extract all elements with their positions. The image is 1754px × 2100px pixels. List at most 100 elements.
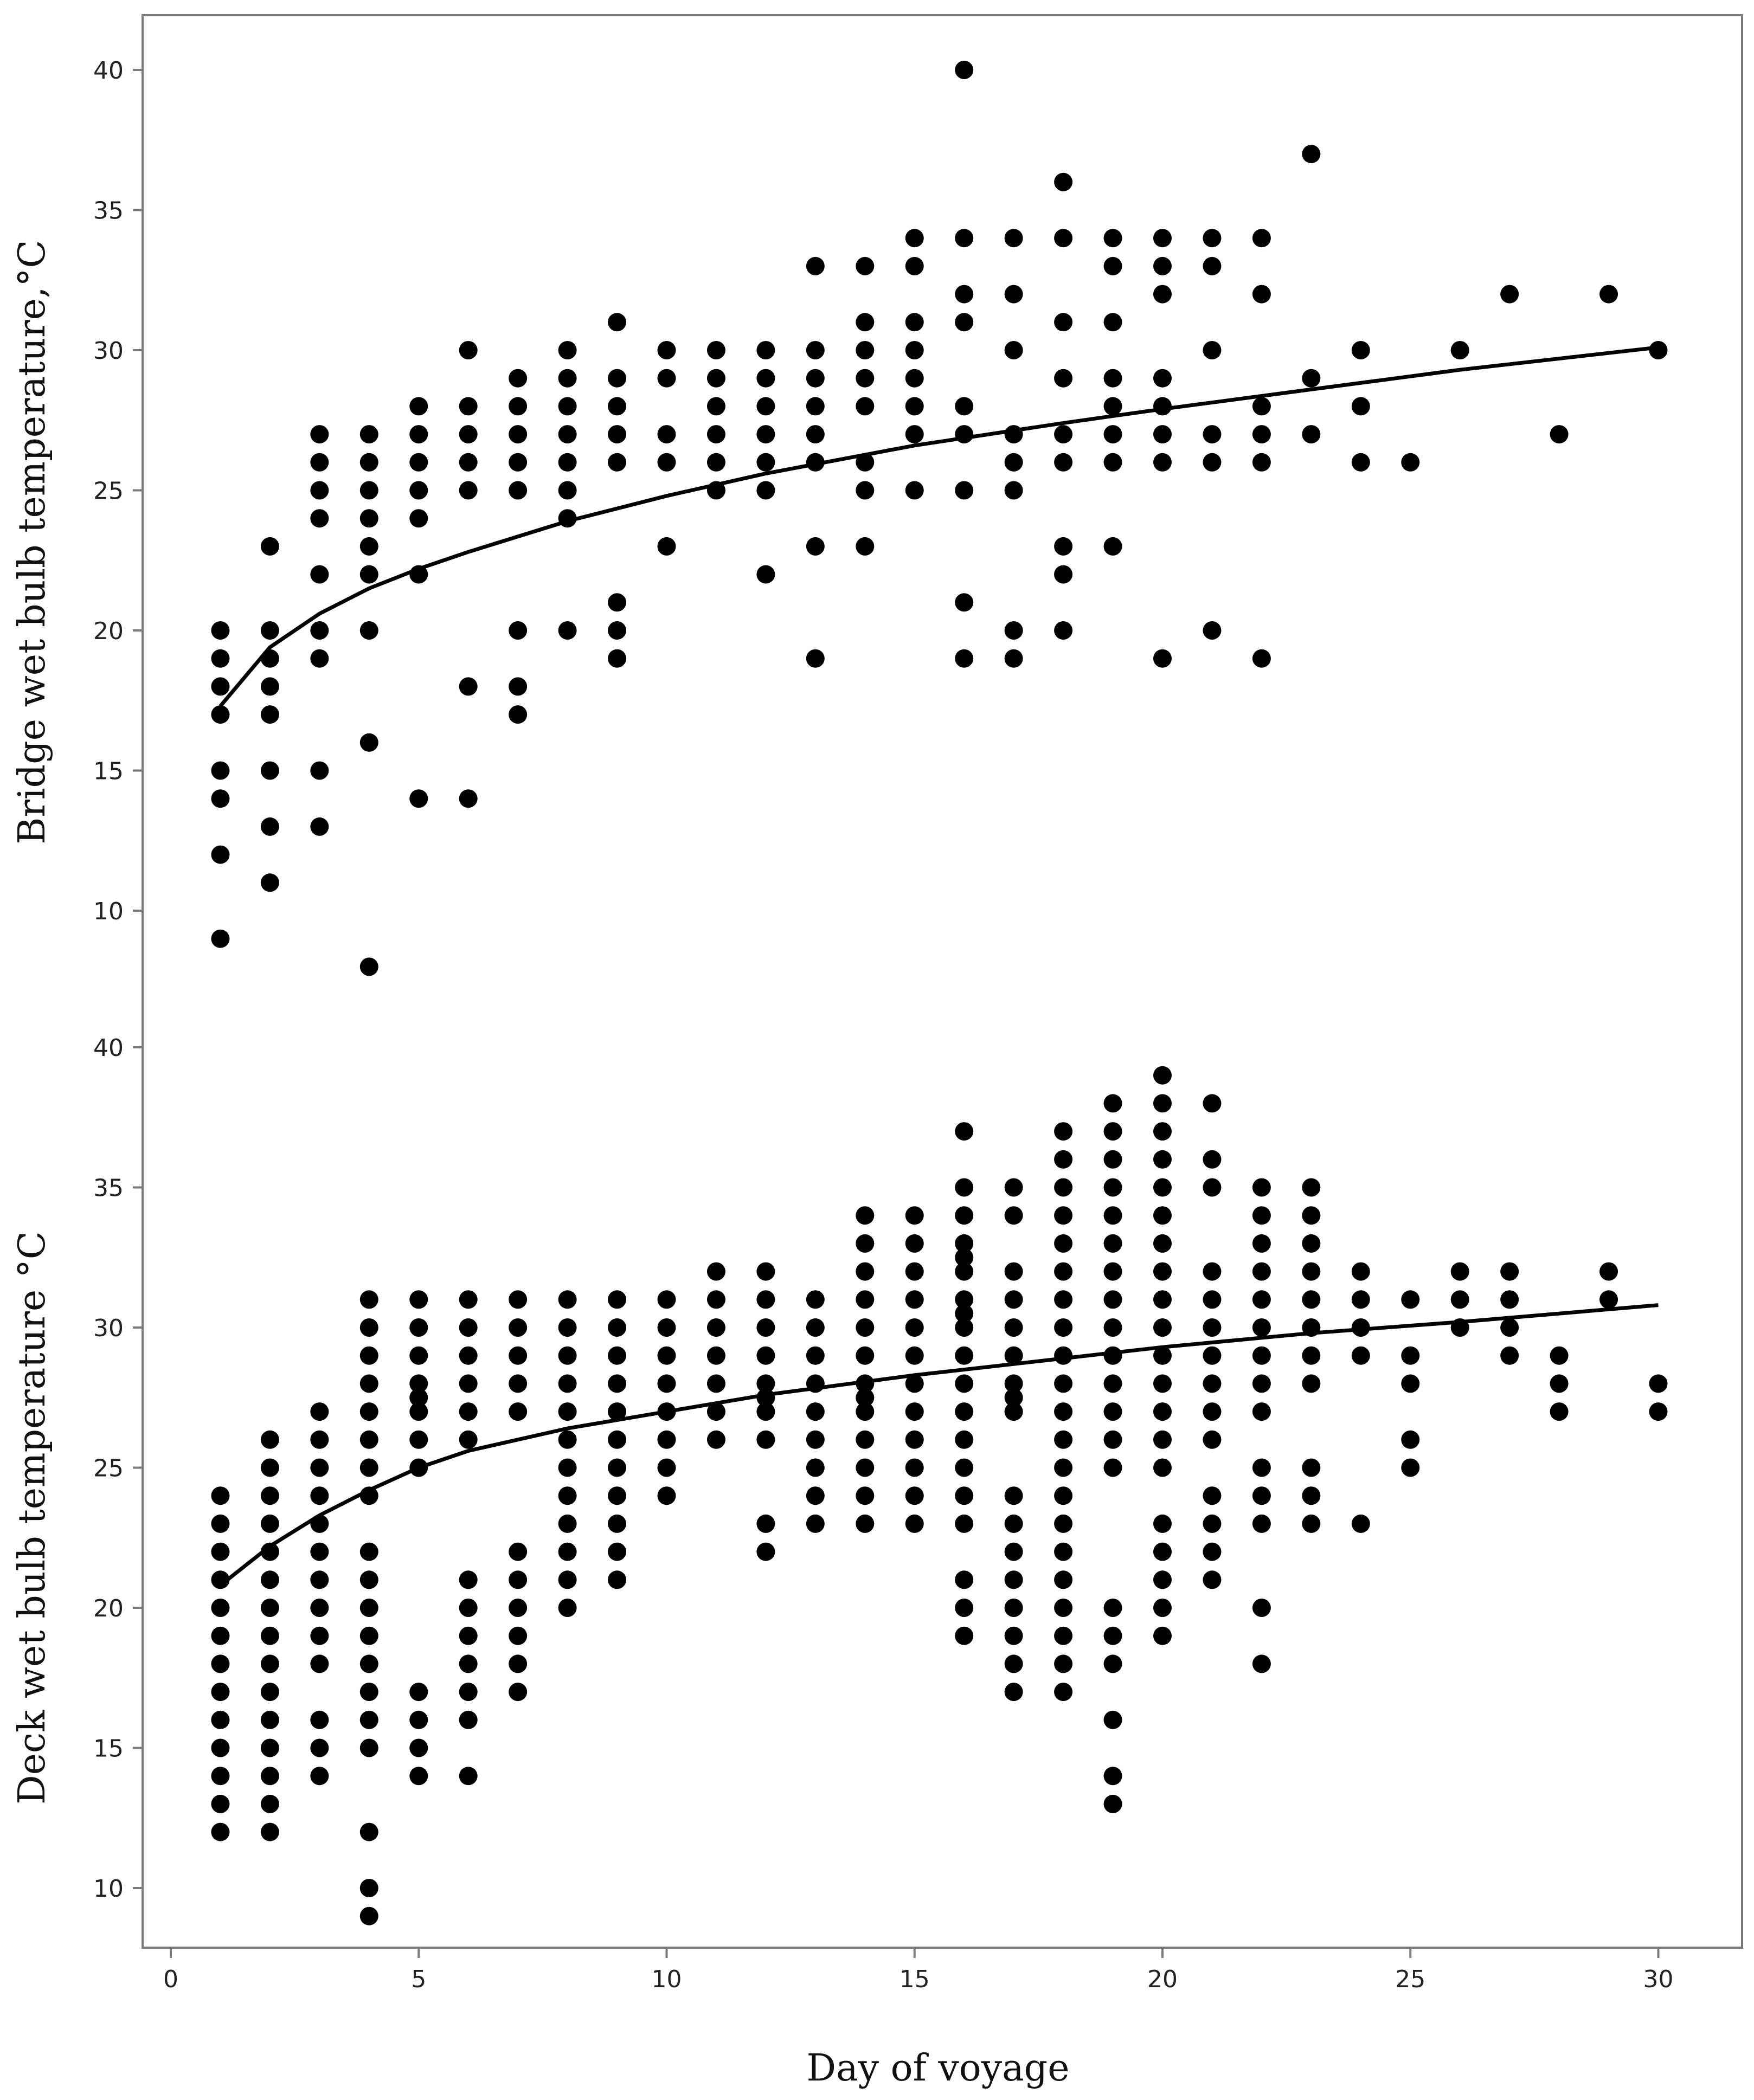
data-point [260, 1794, 279, 1813]
data-point [359, 1822, 378, 1841]
data-point [509, 1290, 528, 1309]
data-point [806, 1402, 825, 1421]
data-point [905, 341, 924, 359]
x-tick-label: 15 [900, 1966, 930, 1993]
data-point [856, 1318, 875, 1337]
data-point [856, 1234, 875, 1253]
data-point [1103, 1402, 1122, 1421]
data-point [806, 425, 825, 444]
data-point [409, 1430, 428, 1449]
data-point [1153, 1430, 1172, 1449]
data-point [558, 1402, 577, 1421]
data-point [1103, 1318, 1122, 1337]
data-point [1153, 1374, 1172, 1393]
data-point [1004, 1570, 1023, 1589]
data-point [1103, 453, 1122, 472]
top-panel: 10 15 20 25 30 35 40 Bridge wet bulb temperatu… [11, 57, 1668, 976]
data-point [756, 1402, 775, 1421]
data-point [211, 1654, 230, 1673]
data-point [608, 1486, 627, 1505]
data-point [1103, 1094, 1122, 1113]
data-point [1153, 1094, 1172, 1113]
data-point [310, 817, 329, 836]
data-point [955, 61, 974, 79]
data-point [509, 1626, 528, 1645]
data-point [509, 1374, 528, 1393]
data-point [806, 1346, 825, 1365]
data-point [856, 1206, 875, 1225]
data-point [1450, 1262, 1469, 1281]
data-point [905, 1514, 924, 1533]
data-point [1351, 1262, 1370, 1281]
data-point [1054, 369, 1073, 388]
data-point [1550, 1346, 1569, 1365]
data-point [1153, 1262, 1172, 1281]
data-point [756, 1290, 775, 1309]
data-point [310, 1626, 329, 1645]
data-point [359, 1542, 378, 1561]
data-point [856, 256, 875, 275]
data-point [1252, 1374, 1271, 1393]
data-point [1203, 1346, 1222, 1365]
data-point [310, 425, 329, 444]
data-point [1153, 1178, 1172, 1197]
data-point [1203, 453, 1222, 472]
data-point [1004, 481, 1023, 500]
data-point [409, 789, 428, 808]
data-point [856, 537, 875, 556]
data-point [657, 1486, 676, 1505]
bottom-y-axis: 10 15 20 25 30 35 40 [93, 1034, 143, 1903]
data-point [955, 1599, 974, 1617]
data-point [1054, 425, 1073, 444]
data-point [310, 649, 329, 668]
data-point [1252, 397, 1271, 416]
data-point [459, 397, 478, 416]
data-point [211, 705, 230, 724]
data-point [558, 1374, 577, 1393]
data-point [1153, 1234, 1172, 1253]
data-point [1153, 1066, 1172, 1085]
data-point [459, 789, 478, 808]
data-point [1252, 1654, 1271, 1673]
data-point [856, 369, 875, 388]
data-point [558, 1430, 577, 1449]
data-point [1004, 1290, 1023, 1309]
data-point [1103, 397, 1122, 416]
x-tick-label: 25 [1395, 1966, 1425, 1993]
data-point [608, 1374, 627, 1393]
data-point [1103, 1458, 1122, 1477]
data-point [905, 313, 924, 332]
data-point [1054, 537, 1073, 556]
data-point [1252, 1599, 1271, 1617]
y-tick-label: 15 [93, 758, 124, 785]
data-point [1252, 1262, 1271, 1281]
data-point [955, 1402, 974, 1421]
data-point [955, 397, 974, 416]
data-point [856, 313, 875, 332]
data-point [260, 1486, 279, 1505]
data-point [260, 761, 279, 780]
data-point [806, 537, 825, 556]
x-axis-title: Day of voyage [807, 2047, 1070, 2090]
data-point [558, 1318, 577, 1337]
data-point [608, 1458, 627, 1477]
data-point [608, 621, 627, 640]
data-point [955, 285, 974, 304]
data-point [905, 1206, 924, 1225]
data-point [706, 453, 725, 472]
x-tick-label: 30 [1643, 1966, 1674, 1993]
data-point [1054, 1570, 1073, 1589]
data-point [1401, 1430, 1420, 1449]
data-point [211, 677, 230, 696]
data-point [1252, 229, 1271, 248]
data-point [1302, 1346, 1321, 1365]
data-point [409, 1318, 428, 1337]
data-point [509, 481, 528, 500]
data-point [1153, 1346, 1172, 1365]
data-point [359, 1458, 378, 1477]
data-point [310, 1767, 329, 1786]
data-point [955, 1178, 974, 1197]
data-point [359, 537, 378, 556]
data-point [1450, 1290, 1469, 1309]
data-point [1054, 172, 1073, 191]
